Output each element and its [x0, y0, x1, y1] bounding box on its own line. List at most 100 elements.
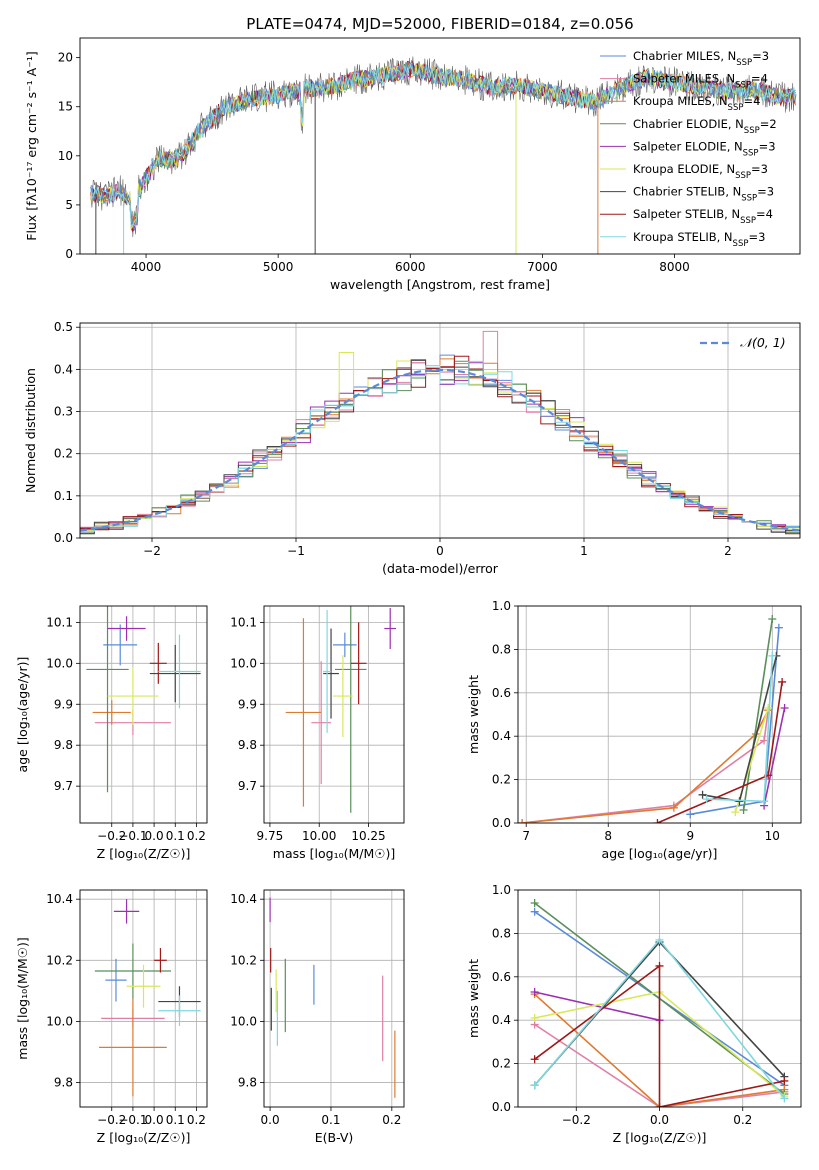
x-tick-label: 4000	[131, 260, 162, 274]
y-tick-label: 20	[58, 51, 73, 65]
weight-marker	[698, 790, 707, 799]
weight-line-2	[522, 709, 769, 823]
weight-marker	[768, 651, 777, 660]
axes-frame	[517, 889, 802, 1108]
age_vs_mass-panel: 9.75 10.00 10.25 9.7 9.8 9.9 10.0 10.1 mass [log…	[230, 605, 405, 861]
y-tick-label: 9.9	[238, 697, 257, 711]
axes-frame	[263, 605, 405, 824]
y-axis-label: mass weight	[466, 959, 481, 1038]
y-tick-label: 0.4	[492, 1013, 511, 1027]
weight-marker	[760, 797, 769, 806]
x-tick-label: 10.00	[302, 829, 336, 843]
x-tick-label: 0.0	[261, 1113, 280, 1127]
x-tick-label: 10	[765, 829, 780, 843]
x-axis-label: Z [log₁₀(Z/Z☉)]	[97, 1130, 191, 1145]
normal-curve	[80, 368, 800, 532]
y-axis-label: mass [log₁₀(M/M☉)]	[15, 937, 30, 1059]
x-tick-label: 8000	[659, 260, 690, 274]
weight-line-3	[742, 618, 774, 811]
y-tick-label: 9.8	[54, 738, 73, 752]
legend-entry: Salpeter STELIB, NSSP=4	[633, 207, 773, 226]
y-tick-label: 10.0	[230, 1014, 257, 1028]
residuals-plot-area	[80, 330, 800, 535]
x-axis-label: age [log₁₀(age/yr)]	[602, 846, 718, 861]
weight-line-1	[522, 710, 769, 823]
spectrum-panel: 4000 5000 6000 7000 8000 0 5 10 15 20 wavelength […	[24, 37, 801, 292]
weight-line-4	[534, 991, 660, 1021]
residuals-panel: −2 −1 0 1 2 0.0 0.1 0.2 0.3 0.4 0.5 (data-model)/er…	[23, 320, 801, 576]
y-tick-label: 0.8	[492, 642, 511, 656]
y-tick-label: 9.7	[238, 779, 257, 793]
x-tick-label: −0.2	[562, 1113, 591, 1127]
weight_vs_Z-plot-area	[530, 899, 789, 1107]
y-tick-label: 10	[58, 149, 73, 163]
weight-marker	[530, 1081, 539, 1090]
x-tick-label: 7000	[527, 260, 558, 274]
x-axis-label: (data-model)/error	[382, 561, 499, 576]
y-tick-label: 1.0	[492, 599, 511, 613]
x-tick-label: 0.2	[187, 829, 206, 843]
y-tick-label: 0.6	[492, 970, 511, 984]
legend-entry: 𝒩(0, 1)	[740, 335, 786, 350]
axes-frame	[79, 889, 208, 1108]
y-tick-label: 9.8	[238, 1076, 257, 1090]
x-tick-label: 0.2	[382, 1113, 401, 1127]
weight-marker	[655, 1103, 664, 1107]
x-axis-label: wavelength [Angstrom, rest frame]	[330, 277, 550, 292]
y-tick-label: 0.0	[492, 1100, 511, 1114]
spectrum-line-8	[90, 64, 796, 229]
x-tick-label: 10.25	[351, 829, 385, 843]
weight-marker	[780, 1076, 789, 1085]
legend-entry: Salpeter ELODIE, NSSP=3	[633, 139, 776, 158]
y-tick-label: 1.0	[492, 883, 511, 897]
y-tick-label: 0.4	[54, 362, 73, 376]
y-tick-label: 9.8	[238, 738, 257, 752]
y-tick-label: 0.5	[54, 320, 73, 334]
mass_vs_Z-plot-area	[94, 899, 201, 1097]
weight-marker	[778, 677, 787, 686]
y-tick-label: 0.2	[492, 773, 511, 787]
x-tick-label: 9.75	[257, 829, 284, 843]
x-axis-label: E(B-V)	[315, 1130, 354, 1145]
y-tick-label: 10.4	[230, 892, 257, 906]
weight-marker	[780, 703, 789, 712]
spectrum-plot-area	[90, 56, 797, 254]
age_vs_Z-panel: −0.2−0.10.0 0.1 0.2 9.7 9.8 9.9 10.0 10.1 Z [log…	[15, 605, 208, 861]
y-tick-label: 0.8	[492, 926, 511, 940]
x-tick-label: 0.1	[166, 1113, 185, 1127]
x-tick-label: 0.0	[145, 1113, 164, 1127]
x-tick-label: −0.2	[97, 829, 126, 843]
x-tick-label: −0.1	[118, 829, 147, 843]
weight-marker	[655, 961, 664, 970]
x-tick-label: 5000	[263, 260, 294, 274]
axes-frame	[79, 322, 801, 539]
weight-marker	[739, 805, 748, 814]
mass_vs_ebv-panel: 0.0 0.1 0.2 9.8 10.0 10.2 10.4 E(B-V)	[230, 889, 405, 1145]
x-tick-label: −2	[143, 544, 161, 558]
weight-marker	[764, 703, 773, 712]
histogram-step-8	[80, 360, 800, 532]
x-tick-label: 0	[436, 544, 444, 558]
weight_vs_age-panel: 7 8 9 10 0.0 0.2 0.4 0.6 0.8 1.0 age [log₁₀(age/yr…	[466, 599, 802, 861]
weight-marker	[768, 615, 777, 624]
y-tick-label: 10.0	[230, 656, 257, 670]
y-axis-label: age [log₁₀(age/yr)]	[15, 657, 30, 773]
legend-entry: Chabrier MILES, NSSP=3	[633, 49, 769, 68]
weight_vs_age-plot-area	[518, 615, 789, 823]
weight-marker	[653, 819, 662, 823]
x-tick-label: −0.2	[97, 1113, 126, 1127]
weight-marker	[530, 899, 539, 908]
x-tick-label: 2	[724, 544, 732, 558]
x-tick-label: −0.1	[118, 1113, 147, 1127]
axes-frame	[263, 889, 405, 1108]
x-tick-label: 0.0	[145, 829, 164, 843]
mass_vs_ebv-plot-area	[269, 897, 396, 1098]
weight-marker	[686, 810, 695, 819]
y-axis-label: Normed distribution	[23, 368, 38, 493]
y-tick-label: 0.4	[492, 729, 511, 743]
y-tick-label: 0	[65, 247, 73, 261]
y-tick-label: 10.2	[230, 953, 257, 967]
y-tick-label: 0.1	[54, 489, 73, 503]
y-tick-label: 0.0	[492, 816, 511, 830]
